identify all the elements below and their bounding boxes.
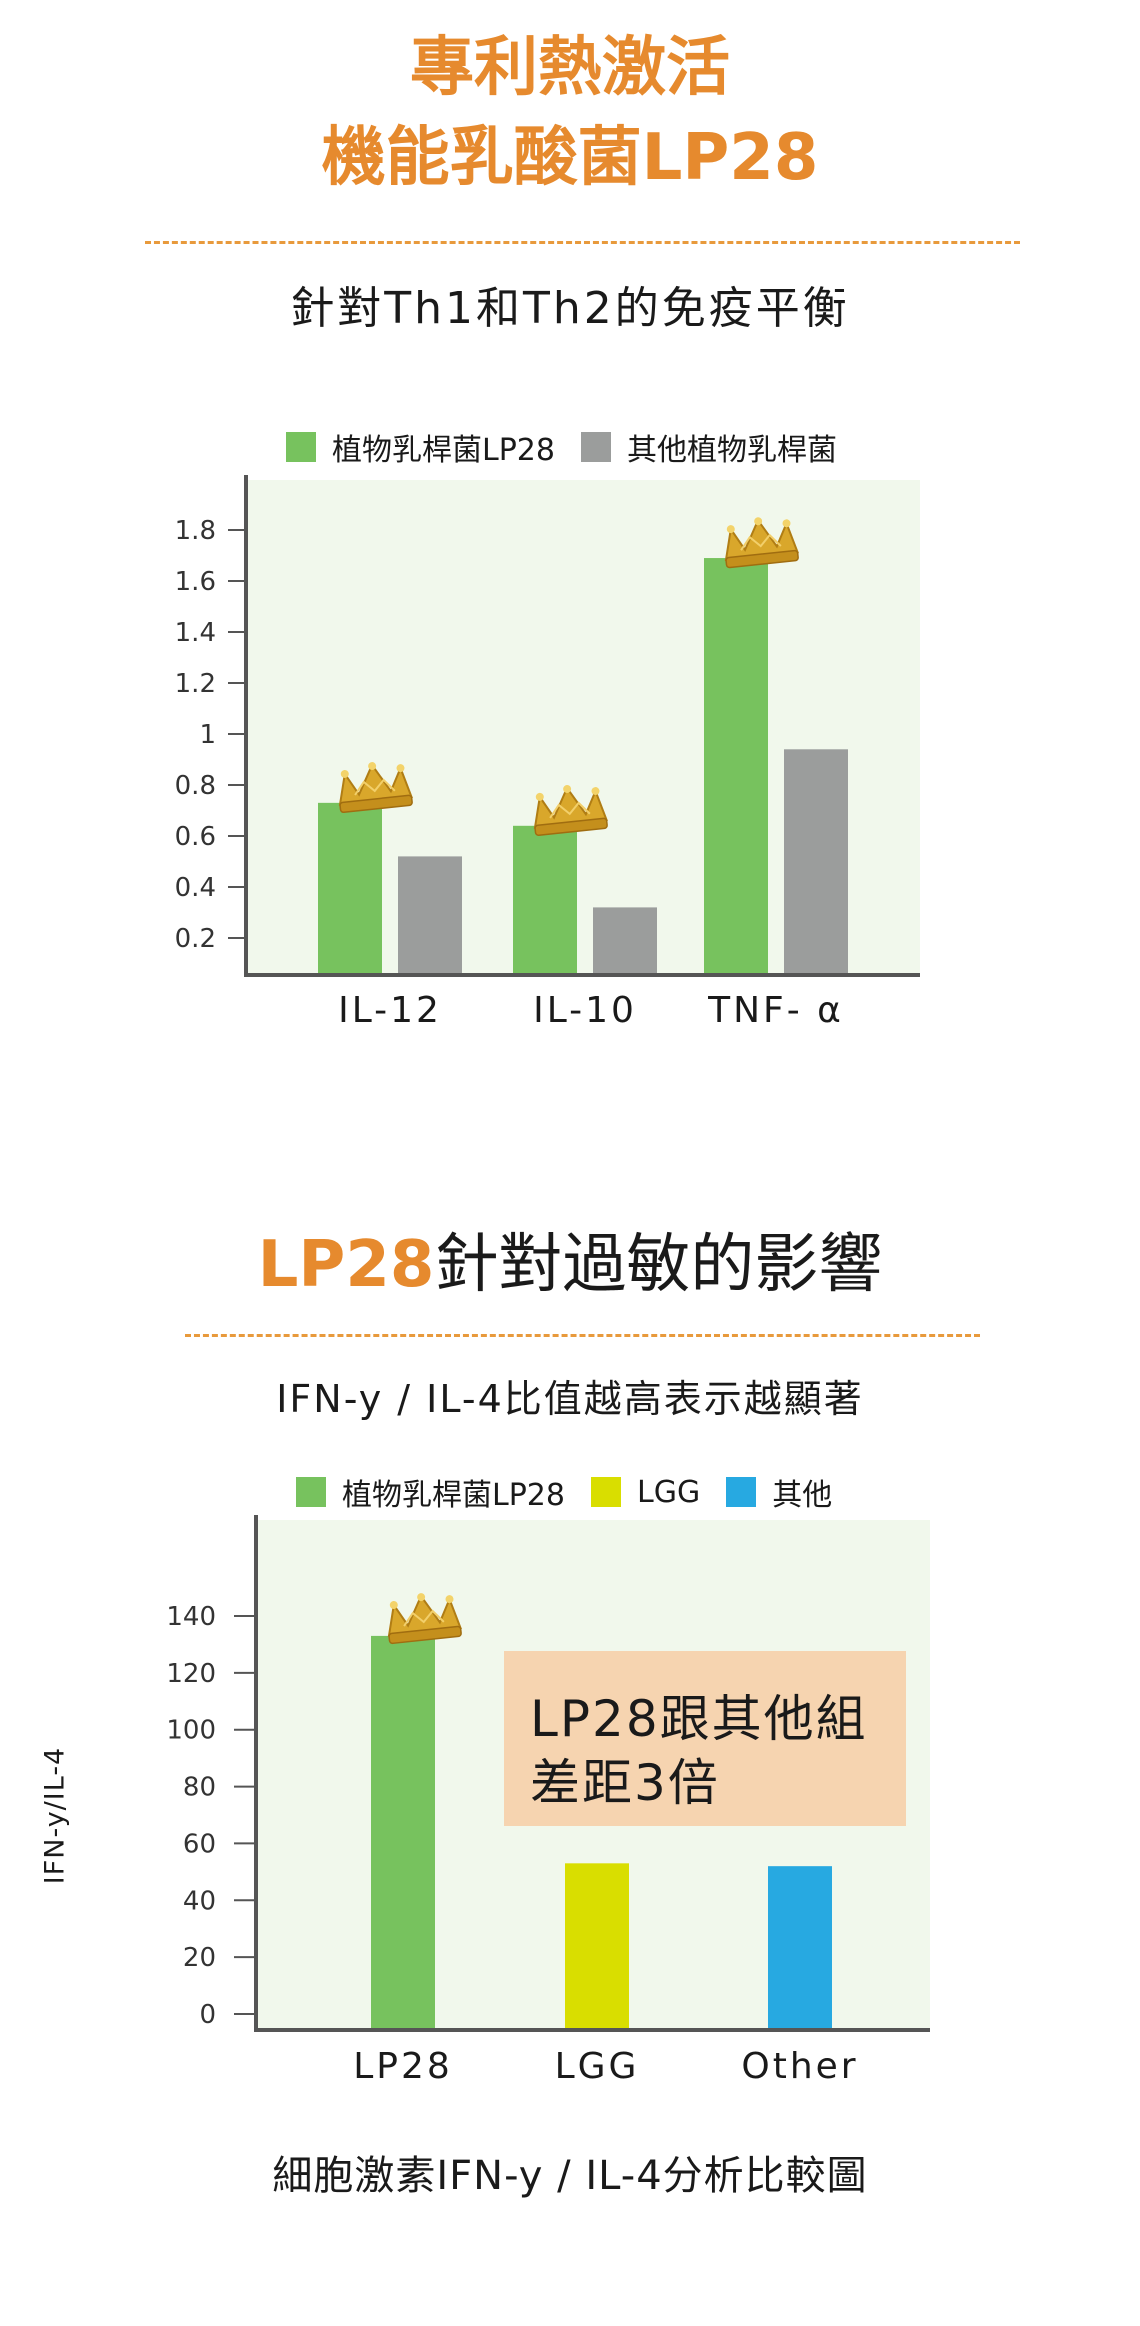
crown-body	[387, 1594, 462, 1637]
bar-other-IL-10	[593, 907, 657, 975]
legend2-label-lp28: 植物乳桿菌LP28	[342, 1478, 565, 1513]
legend-item-lp28: 植物乳桿菌LP28	[286, 425, 555, 469]
bar-other-IL-12	[398, 856, 462, 975]
crown-icon	[533, 785, 608, 836]
x-tick-label: LGG	[555, 2046, 640, 2087]
crown-jewel	[389, 1601, 398, 1610]
crown-icon	[724, 517, 799, 569]
crown-body	[724, 518, 799, 561]
callout-line2: 差距3倍	[530, 1754, 720, 1812]
y-tick-label: 100	[166, 1716, 216, 1746]
crown-band	[725, 549, 799, 569]
y-tick-label: 0.8	[175, 771, 216, 801]
crown-body	[533, 786, 608, 829]
bar-other	[768, 1866, 832, 2030]
main-title-line2: 機能乳酸菌LP28	[321, 121, 819, 195]
section2-title-rest: 針對過敏的影響	[434, 1228, 883, 1302]
crown-jewel	[726, 525, 735, 534]
legend2-item-lp28: 植物乳桿菌LP28	[296, 1470, 565, 1514]
legend2-swatch-blue	[726, 1477, 757, 1507]
section1-subtitle: 針對Th1和Th2的免疫平衡	[290, 283, 850, 334]
crown-jewel	[396, 764, 405, 773]
legend2-label-other: 其他	[772, 1478, 833, 1513]
crown-icon	[338, 762, 413, 814]
callout-box: LP28跟其他組 差距3倍	[504, 1651, 906, 1826]
legend-label-lp28: 植物乳桿菌LP28	[332, 433, 555, 468]
crown-jewel	[368, 762, 377, 771]
y-tick-label: 0.2	[175, 924, 216, 954]
legend2-swatch-yellow	[590, 1477, 621, 1507]
legend2-item-other: 其他	[726, 1470, 832, 1514]
legend2-swatch-green	[296, 1477, 326, 1507]
section2-title: LP28針對過敏的影響	[0, 1225, 1140, 1305]
crown-icon	[387, 1593, 462, 1645]
y-tick-label: 0.4	[175, 873, 216, 903]
section2-title-highlight: LP28	[257, 1228, 435, 1302]
crown-jewel	[591, 787, 600, 796]
crown-jewel	[340, 769, 349, 778]
y-tick-label: 1.4	[175, 618, 216, 648]
crown-band	[534, 817, 608, 836]
crown-jewel	[445, 1595, 454, 1604]
legend2-label-lgg: LGG	[636, 1474, 701, 1510]
bar-lp28-TNF- α	[704, 558, 768, 975]
crown-highlight	[549, 801, 591, 819]
y-tick-label: 1.2	[175, 669, 216, 699]
x-tick-label: LP28	[353, 2046, 453, 2087]
crown-jewel	[563, 785, 572, 794]
y-tick-label: 80	[183, 1773, 216, 1803]
legend-label-other: 其他植物乳桿菌	[626, 433, 837, 468]
legend2-item-lgg: LGG	[590, 1474, 701, 1510]
crown-body	[338, 763, 413, 806]
y-tick-label: 0.6	[175, 822, 216, 852]
legend-item-other: 其他植物乳桿菌	[580, 425, 837, 469]
x-tick-label: TNF- α	[707, 990, 844, 1031]
y-tick-label: 20	[183, 1943, 216, 1973]
crown-band	[388, 1625, 462, 1645]
legend-swatch-green	[286, 432, 316, 462]
crown-jewel	[782, 519, 791, 528]
section2-subtitle: IFN-y / IL-4比值越高表示越顯著	[276, 1377, 864, 1421]
bar-lgg	[565, 1863, 629, 2030]
chart2-caption: 細胞激素IFN-y / IL-4分析比較圖	[272, 2153, 868, 2199]
x-tick-label: IL-12	[338, 990, 442, 1031]
x-tick-label: Other	[741, 2046, 858, 2087]
crown-jewel	[754, 517, 763, 526]
y-tick-label: 1.6	[175, 567, 216, 597]
bar-other-TNF- α	[784, 749, 848, 975]
chart2-ylabel: IFN-y/IL-4	[39, 1746, 71, 1885]
crown-jewel	[417, 1593, 426, 1602]
y-tick-label: 40	[183, 1886, 216, 1916]
divider-1	[145, 241, 1020, 244]
y-tick-label: 140	[166, 1602, 216, 1632]
bar-lp28	[371, 1635, 435, 2030]
bar-lp28-IL-12	[318, 802, 382, 975]
crown-highlight	[740, 533, 782, 551]
chart1-plot: 0.2 0.4 0.6 0.8 1 1.2 1.4 1.6 1.8 IL-12 IL-10 TNF-…	[175, 475, 920, 1031]
bar-lp28-IL-10	[513, 825, 577, 975]
crown-jewel	[535, 792, 544, 801]
y-tick-label: 1	[199, 720, 216, 750]
chart2-legend: 植物乳桿菌LP28 LGG 其他	[296, 1470, 858, 1514]
chart1-legend: 植物乳桿菌LP28 其他植物乳桿菌	[286, 425, 863, 469]
crown-band	[339, 794, 413, 814]
callout-line1: LP28跟其他組	[530, 1690, 868, 1748]
divider-2	[185, 1334, 980, 1337]
y-tick-label: 60	[183, 1829, 216, 1859]
legend-swatch-gray	[580, 432, 611, 462]
crown-highlight	[403, 1609, 445, 1627]
y-tick-label: 1.8	[175, 516, 216, 546]
main-title-line1: 專利熱激活	[410, 31, 730, 105]
x-tick-label: IL-10	[533, 990, 637, 1031]
y-tick-label: 0	[199, 2000, 216, 2030]
y-tick-label: 120	[166, 1659, 216, 1689]
crown-highlight	[354, 778, 396, 796]
